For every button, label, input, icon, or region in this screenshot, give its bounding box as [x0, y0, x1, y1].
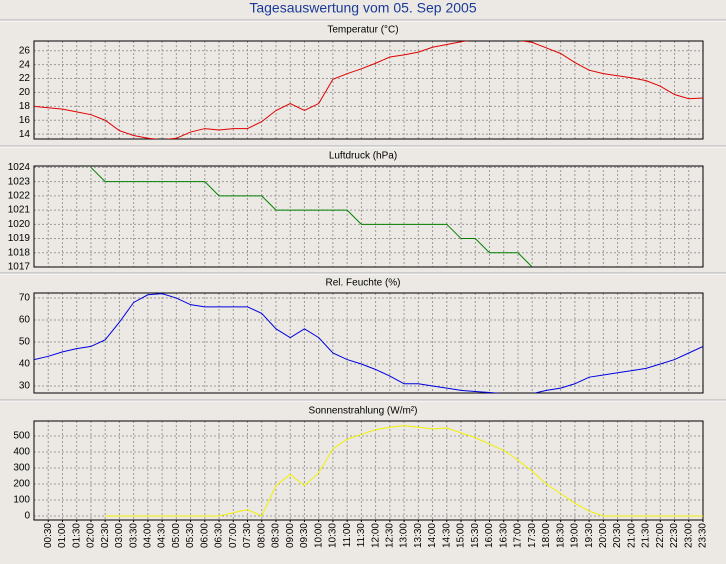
x-tick-label: 19:00	[570, 523, 581, 548]
x-tick-label: 02:30	[100, 523, 111, 548]
y-tick-label: 70	[19, 293, 31, 304]
panel-title: Sonnenstrahlung (W/m²)	[309, 406, 418, 417]
data-line	[34, 293, 703, 393]
x-tick-label: 13:00	[399, 523, 410, 548]
x-tick-label: 16:30	[498, 523, 509, 548]
x-tick-label: 00:30	[43, 523, 54, 548]
data-line	[105, 425, 703, 517]
x-tick-label: 06:30	[214, 523, 225, 548]
y-tick-label: 300	[13, 463, 30, 474]
x-tick-label: 18:30	[555, 523, 566, 548]
x-tick-label: 11:30	[356, 523, 367, 548]
x-tick-label: 10:30	[328, 523, 339, 548]
x-tick-label: 16:00	[484, 523, 495, 548]
x-tick-label: 21:00	[626, 523, 637, 548]
y-tick-label: 16	[19, 115, 31, 126]
x-tick-label: 21:30	[641, 523, 652, 548]
y-tick-label: 20	[19, 87, 31, 98]
y-tick-label: 100	[13, 495, 30, 506]
x-tick-label: 01:30	[71, 523, 82, 548]
y-tick-label: 60	[19, 315, 31, 326]
x-tick-label: 03:00	[114, 523, 125, 548]
x-tick-label: 08:00	[256, 523, 267, 548]
y-tick-label: 1023	[8, 176, 31, 187]
y-tick-label: 14	[19, 129, 31, 140]
data-line	[90, 167, 533, 267]
y-tick-label: 50	[19, 337, 31, 348]
y-tick-label: 1020	[8, 219, 31, 230]
y-tick-label: 1017	[8, 262, 31, 273]
x-tick-label: 07:30	[242, 523, 253, 548]
panel-title: Temperatur (°C)	[327, 25, 398, 36]
y-tick-label: 18	[19, 101, 31, 112]
x-tick-label: 23:30	[698, 523, 709, 548]
x-tick-label: 17:30	[527, 523, 538, 548]
x-tick-label: 15:30	[470, 523, 481, 548]
y-tick-label: 22	[19, 73, 31, 84]
y-tick-label: 1018	[8, 247, 31, 258]
x-tick-label: 05:30	[185, 523, 196, 548]
y-tick-label: 1024	[8, 162, 31, 173]
x-tick-label: 17:00	[513, 523, 524, 548]
y-tick-label: 40	[19, 359, 31, 370]
plot-frame	[33, 292, 704, 394]
page-title: Tagesauswertung vom 05. Sep 2005	[249, 0, 476, 16]
x-tick-label: 20:00	[598, 523, 609, 548]
x-tick-label: 15:00	[456, 523, 467, 548]
x-tick-label: 02:00	[86, 523, 97, 548]
y-tick-label: 1021	[8, 205, 31, 216]
x-tick-label: 08:30	[271, 523, 282, 548]
data-line	[34, 41, 703, 139]
x-tick-label: 01:00	[57, 523, 68, 548]
x-tick-label: 14:30	[441, 523, 452, 548]
x-tick-label: 07:00	[228, 523, 239, 548]
x-tick-label: 20:30	[612, 523, 623, 548]
x-tick-label: 06:00	[199, 523, 210, 548]
x-tick-label: 18:00	[541, 523, 552, 548]
x-tick-label: 09:30	[299, 523, 310, 548]
y-tick-label: 30	[19, 381, 31, 392]
y-tick-label: 500	[13, 431, 30, 442]
x-tick-label: 23:00	[683, 523, 694, 548]
x-tick-label: 04:00	[143, 523, 154, 548]
x-tick-label: 12:00	[370, 523, 381, 548]
x-tick-label: 09:00	[285, 523, 296, 548]
y-tick-label: 400	[13, 447, 30, 458]
x-tick-label: 12:30	[384, 523, 395, 548]
x-tick-label: 04:30	[157, 523, 168, 548]
x-tick-label: 13:30	[413, 523, 424, 548]
y-tick-label: 24	[19, 59, 31, 70]
y-tick-label: 1019	[8, 233, 31, 244]
x-tick-label: 14:00	[427, 523, 438, 548]
x-tick-label: 05:00	[171, 523, 182, 548]
x-tick-label: 03:30	[128, 523, 139, 548]
y-tick-label: 0	[24, 511, 30, 522]
x-tick-label: 22:00	[655, 523, 666, 548]
x-tick-label: 19:30	[584, 523, 595, 548]
y-tick-label: 1022	[8, 191, 31, 202]
plot-frame	[33, 165, 704, 268]
panel-title: Luftdruck (hPa)	[329, 151, 397, 162]
x-tick-label: 22:30	[669, 523, 680, 548]
plot-frame	[33, 40, 704, 140]
y-tick-label: 26	[19, 45, 31, 56]
plot-frame	[33, 420, 704, 521]
x-tick-label: 10:00	[313, 523, 324, 548]
panel-title: Rel. Feuchte (%)	[325, 278, 400, 289]
y-tick-label: 200	[13, 479, 30, 490]
x-tick-label: 11:00	[342, 523, 353, 548]
